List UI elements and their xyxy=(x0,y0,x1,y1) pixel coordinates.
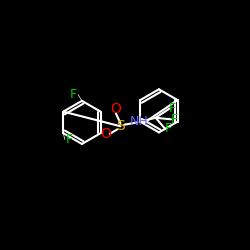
Text: F: F xyxy=(169,102,176,115)
Text: F: F xyxy=(70,88,77,101)
Text: O: O xyxy=(100,127,111,141)
Text: F: F xyxy=(66,133,73,146)
Text: F: F xyxy=(164,122,172,135)
Text: O: O xyxy=(110,102,121,116)
Text: F: F xyxy=(170,113,178,126)
Text: NH: NH xyxy=(130,115,148,128)
Text: S: S xyxy=(116,119,125,133)
